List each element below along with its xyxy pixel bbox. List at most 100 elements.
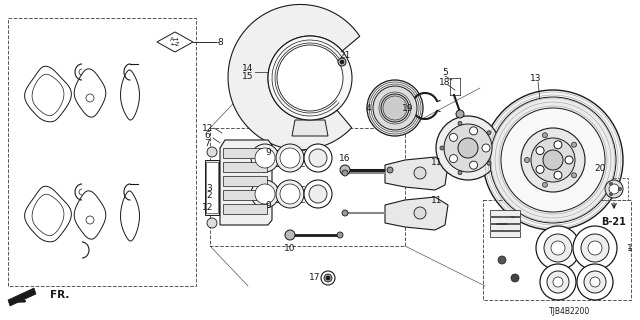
Polygon shape — [24, 186, 72, 242]
Polygon shape — [157, 32, 193, 52]
Circle shape — [470, 127, 477, 135]
Text: 9: 9 — [265, 148, 271, 156]
Ellipse shape — [280, 184, 300, 204]
Ellipse shape — [483, 90, 623, 230]
Polygon shape — [220, 140, 272, 225]
Polygon shape — [228, 4, 360, 150]
Bar — [490, 231, 520, 237]
Text: 12: 12 — [202, 203, 213, 212]
Ellipse shape — [280, 148, 300, 168]
Circle shape — [326, 276, 330, 280]
Text: 11: 11 — [431, 157, 443, 166]
Ellipse shape — [543, 150, 563, 170]
Circle shape — [572, 173, 577, 178]
Ellipse shape — [553, 277, 563, 287]
Ellipse shape — [251, 180, 279, 208]
Polygon shape — [385, 197, 448, 230]
Ellipse shape — [521, 128, 585, 192]
Text: 6: 6 — [204, 131, 210, 140]
Text: 12: 12 — [202, 124, 213, 132]
Bar — [205, 160, 219, 215]
Ellipse shape — [255, 148, 275, 168]
Ellipse shape — [501, 108, 605, 212]
Circle shape — [207, 218, 217, 228]
Circle shape — [554, 141, 562, 149]
Text: 17: 17 — [309, 274, 321, 283]
Polygon shape — [292, 120, 328, 136]
Circle shape — [609, 184, 619, 194]
Ellipse shape — [304, 144, 332, 172]
Ellipse shape — [588, 241, 602, 255]
Circle shape — [543, 133, 547, 138]
Polygon shape — [32, 74, 64, 116]
Circle shape — [458, 171, 462, 175]
Text: 8: 8 — [217, 37, 223, 46]
Text: 9: 9 — [265, 201, 271, 210]
Circle shape — [449, 133, 458, 141]
Polygon shape — [74, 69, 106, 117]
Text: 19: 19 — [403, 103, 413, 113]
Ellipse shape — [444, 124, 492, 172]
Circle shape — [342, 170, 348, 176]
Text: FR.: FR. — [50, 290, 69, 300]
Text: B-21: B-21 — [602, 217, 627, 227]
Ellipse shape — [458, 138, 478, 158]
Text: 11: 11 — [431, 196, 443, 204]
Circle shape — [543, 182, 547, 187]
Ellipse shape — [309, 185, 327, 203]
Bar — [206, 162, 218, 213]
Text: 15: 15 — [243, 71, 253, 81]
Text: 20: 20 — [595, 164, 605, 172]
Text: 3: 3 — [206, 183, 212, 193]
Circle shape — [609, 193, 612, 196]
Circle shape — [487, 131, 491, 135]
Text: 10: 10 — [284, 244, 296, 252]
Circle shape — [554, 171, 562, 179]
Circle shape — [525, 157, 529, 163]
Circle shape — [482, 144, 490, 152]
Text: 7: 7 — [204, 139, 210, 148]
Circle shape — [487, 161, 491, 165]
Circle shape — [414, 207, 426, 219]
Ellipse shape — [340, 165, 350, 175]
Ellipse shape — [531, 138, 575, 182]
Bar — [490, 224, 520, 230]
Text: 2: 2 — [206, 190, 212, 199]
Polygon shape — [74, 191, 106, 239]
Ellipse shape — [581, 234, 609, 262]
Ellipse shape — [540, 264, 576, 300]
Circle shape — [340, 60, 344, 64]
Polygon shape — [120, 70, 140, 120]
Ellipse shape — [547, 271, 569, 293]
Circle shape — [387, 167, 393, 173]
Ellipse shape — [536, 226, 580, 270]
Ellipse shape — [277, 45, 343, 111]
Polygon shape — [120, 191, 140, 241]
Circle shape — [440, 146, 444, 150]
Circle shape — [497, 220, 507, 230]
Text: 1: 1 — [627, 244, 633, 252]
Circle shape — [605, 180, 623, 198]
Ellipse shape — [367, 80, 423, 136]
Circle shape — [449, 155, 458, 163]
Ellipse shape — [573, 226, 617, 270]
Text: 5: 5 — [442, 68, 448, 76]
Circle shape — [609, 182, 612, 185]
Circle shape — [324, 274, 332, 282]
Polygon shape — [385, 157, 448, 190]
Bar — [223, 176, 267, 186]
Text: TJB4B2200: TJB4B2200 — [549, 308, 591, 316]
Circle shape — [337, 232, 343, 238]
Circle shape — [207, 147, 217, 157]
Ellipse shape — [436, 116, 500, 180]
Text: 18: 18 — [439, 77, 451, 86]
Bar — [223, 190, 267, 200]
Ellipse shape — [251, 144, 279, 172]
Circle shape — [414, 167, 426, 179]
Circle shape — [321, 271, 335, 285]
Circle shape — [498, 256, 506, 264]
Polygon shape — [24, 66, 72, 122]
Bar — [223, 148, 267, 158]
Ellipse shape — [490, 97, 616, 223]
Circle shape — [470, 161, 477, 169]
